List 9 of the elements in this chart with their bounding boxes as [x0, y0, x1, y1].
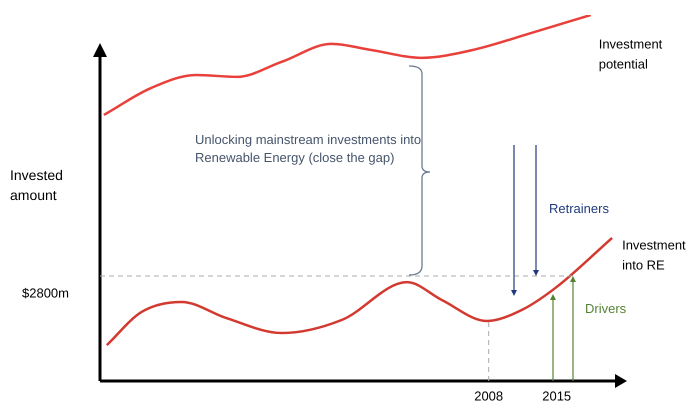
- x-tick-label: 2008: [474, 388, 504, 404]
- series-label: Investment potential: [598, 36, 663, 72]
- annotation: Retrainers: [549, 200, 610, 218]
- series-label: Investment into RE: [622, 237, 686, 272]
- ref-line-label: $2800m: [22, 286, 69, 301]
- x-tick-label: 2015: [542, 388, 572, 404]
- annotation: Drivers: [585, 300, 628, 318]
- annotation: Unlocking mainstream investments into Renewable Energy (close the gap): [195, 131, 422, 167]
- y-axis-title: Invested amount: [10, 166, 64, 205]
